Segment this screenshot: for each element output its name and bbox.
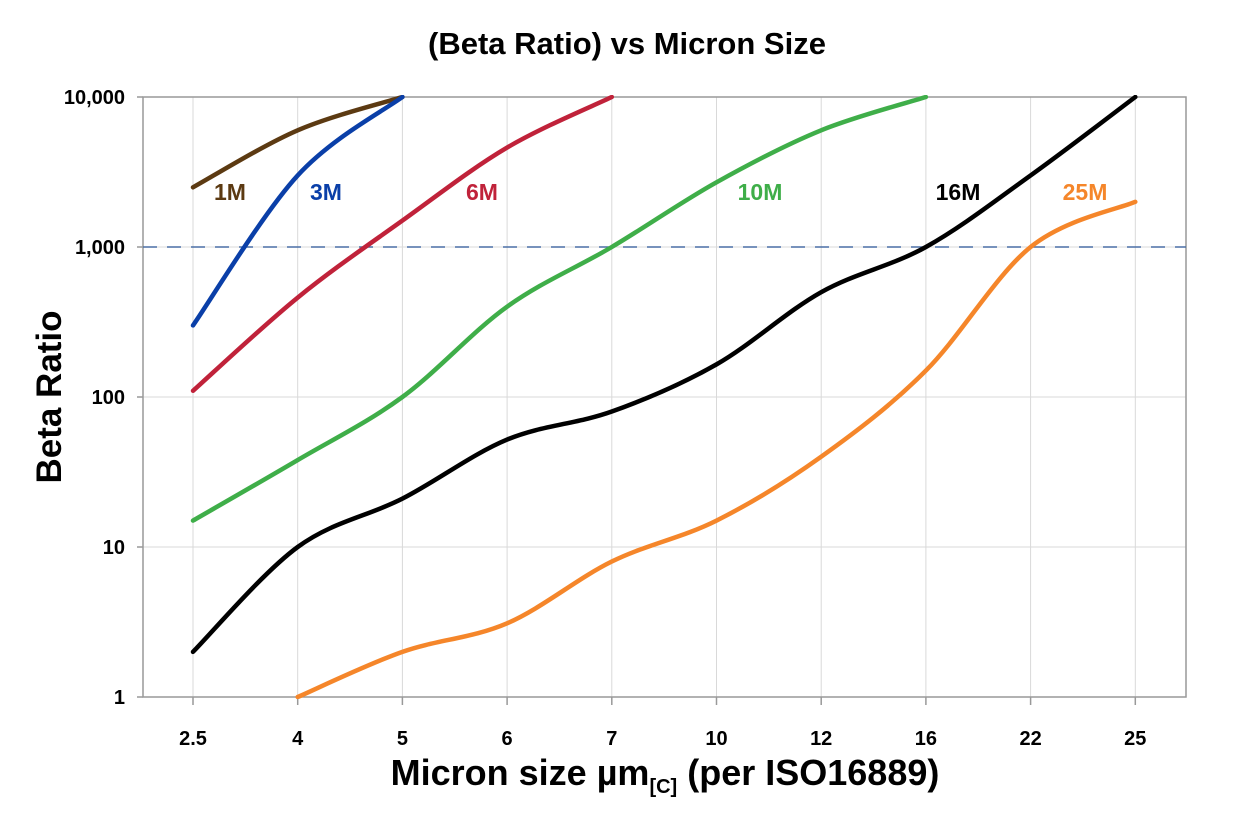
x-axis-label-main: Micron size µm (390, 752, 650, 793)
x-tick-label: 4 (292, 728, 304, 750)
x-tick-label: 5 (397, 728, 408, 750)
series-line-10M (190, 95, 929, 523)
x-tick-label: 22 (1019, 728, 1041, 750)
series-label-1M: 1M (214, 179, 246, 205)
x-tick-label: 7 (606, 728, 617, 750)
series-line-3M (190, 95, 405, 328)
series-label-6M: 6M (466, 179, 498, 205)
y-tick-label: 10,000 (64, 87, 125, 109)
series-label-10M: 10M (738, 179, 783, 205)
x-axis-label-suffix: (per ISO16889) (677, 752, 940, 793)
series-line-6M (190, 95, 615, 394)
series-line-16M (190, 95, 1138, 655)
x-tick-label: 10 (705, 728, 727, 750)
x-axis-label-subscript: [C] (649, 776, 678, 798)
x-tick-label: 2.5 (179, 728, 207, 750)
y-tick-label: 1 (114, 687, 125, 709)
series-label-16M: 16M (936, 179, 981, 205)
x-tick-label: 6 (502, 728, 513, 750)
series-label-25M: 25M (1063, 179, 1108, 205)
series-line-1M (190, 95, 405, 190)
series-label-3M: 3M (310, 179, 342, 205)
y-tick-label: 1,000 (75, 237, 125, 259)
plot-frame (142, 96, 1187, 698)
x-axis-label: Micron size µm[C] (per ISO16889) (0, 752, 1249, 799)
x-tick-label: 12 (810, 728, 832, 750)
y-tick-label: 10 (103, 537, 125, 559)
x-tick-label: 25 (1124, 728, 1146, 750)
y-tick-label: 100 (92, 387, 125, 409)
chart-title: (Beta Ratio) vs Micron Size (428, 26, 826, 61)
x-tick-label: 16 (915, 728, 937, 750)
series-line-25M (295, 199, 1138, 699)
